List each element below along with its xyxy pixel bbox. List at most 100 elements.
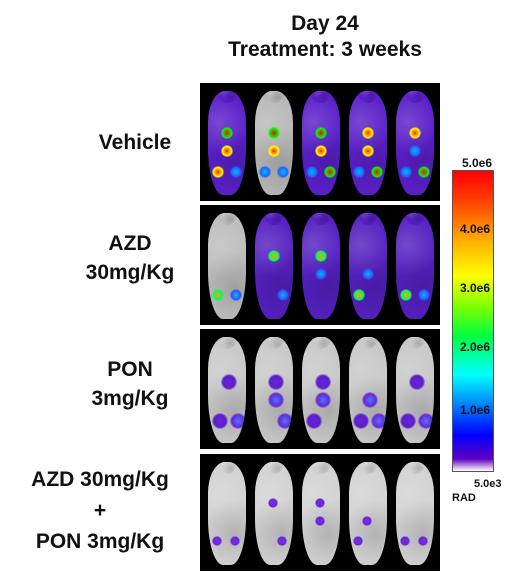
group-label-combo: AZD 30mg/Kg + PON 3mg/Kg: [0, 462, 200, 558]
group-label-line: AZD: [108, 232, 152, 255]
signal-spot: [315, 498, 325, 508]
signal-spot: [409, 145, 421, 157]
signal-spot: [277, 413, 293, 429]
signal-spot: [362, 268, 374, 280]
mouse-image: [208, 91, 246, 195]
signal-spot: [230, 289, 242, 301]
signal-spot: [409, 127, 421, 139]
signal-spot: [221, 127, 233, 139]
signal-spot: [268, 127, 280, 139]
signal-spot: [418, 289, 430, 301]
signal-spot: [306, 166, 318, 178]
colorbar: 5.0e6 4.0e6 3.0e6 2.0e6 1.0e6 5.0e3 RAD: [452, 156, 514, 504]
signal-spot: [371, 413, 387, 429]
image-panel-pon: [200, 329, 440, 449]
signal-spot: [400, 536, 410, 546]
signal-spot: [371, 166, 383, 178]
signal-spot: [324, 166, 336, 178]
signal-spot: [400, 166, 412, 178]
mouse-image: [302, 337, 340, 443]
mouse-image: [396, 91, 434, 195]
signal-spot: [306, 413, 322, 429]
signal-spot: [315, 516, 325, 526]
signal-spot: [418, 166, 430, 178]
signal-spot: [362, 127, 374, 139]
group-label-pon: PON 3mg/Kg: [55, 354, 205, 414]
signal-spot: [221, 374, 237, 390]
signal-spot: [315, 145, 327, 157]
colorbar-gradient: [452, 170, 494, 472]
mouse-image: [302, 91, 340, 195]
colorbar-min-label: 5.0e3: [474, 478, 502, 490]
signal-spot: [268, 498, 278, 508]
mouse-image: [396, 462, 434, 565]
mouse-image: [349, 462, 387, 565]
mouse-image: [208, 213, 246, 319]
mouse-image: [302, 213, 340, 319]
group-label-azd: AZD 30mg/Kg: [55, 228, 205, 288]
colorbar-unit-label: RAD: [452, 492, 476, 504]
signal-spot: [268, 392, 284, 408]
signal-spot: [277, 289, 289, 301]
signal-spot: [362, 392, 378, 408]
signal-spot: [268, 250, 280, 262]
signal-spot: [268, 145, 280, 157]
signal-spot: [277, 536, 287, 546]
group-label-line: 3mg/Kg: [91, 387, 169, 410]
mouse-image: [255, 91, 293, 195]
signal-spot: [353, 536, 363, 546]
signal-spot: [230, 166, 242, 178]
signal-spot: [362, 145, 374, 157]
signal-spot: [418, 536, 428, 546]
colorbar-tick-label: 1.0e6: [460, 403, 491, 417]
group-label-line: +: [93, 498, 107, 522]
signal-spot: [418, 413, 434, 429]
group-label-line: PON 3mg/Kg: [35, 529, 165, 553]
mouse-image: [349, 213, 387, 319]
signal-spot: [212, 536, 222, 546]
signal-spot: [315, 374, 331, 390]
mouse-image: [349, 91, 387, 195]
signal-spot: [221, 145, 233, 157]
signal-spot: [353, 413, 369, 429]
signal-spot: [212, 413, 228, 429]
group-label-line: 30mg/Kg: [85, 261, 175, 284]
group-label-line: PON: [107, 358, 153, 381]
mouse-image: [208, 462, 246, 565]
signal-spot: [212, 289, 224, 301]
signal-spot: [259, 166, 271, 178]
mouse-image: [396, 337, 434, 443]
signal-spot: [315, 392, 331, 408]
colorbar-tick-label: 4.0e6: [460, 222, 491, 236]
signal-spot: [230, 536, 240, 546]
signal-spot: [400, 289, 412, 301]
signal-spot: [400, 413, 416, 429]
mouse-image: [255, 213, 293, 319]
signal-spot: [230, 413, 246, 429]
signal-spot: [268, 374, 284, 390]
colorbar-tick-label: 3.0e6: [460, 281, 491, 295]
signal-spot: [315, 127, 327, 139]
colorbar-tick-label: 2.0e6: [460, 340, 491, 354]
group-label-line: AZD 30mg/Kg: [31, 467, 169, 491]
mouse-image: [255, 337, 293, 443]
image-panel-azd: [200, 205, 440, 325]
signal-spot: [353, 289, 365, 301]
mouse-image: [349, 337, 387, 443]
signal-spot: [353, 166, 365, 178]
mouse-image: [396, 213, 434, 319]
signal-spot: [277, 166, 289, 178]
signal-spot: [362, 516, 372, 526]
image-panel-vehicle: [200, 83, 440, 201]
group-label-vehicle: Vehicle: [60, 122, 210, 162]
mouse-image: [255, 462, 293, 565]
signal-spot: [409, 374, 425, 390]
header-day: Day 24: [291, 12, 359, 35]
colorbar-max-label: 5.0e6: [462, 156, 493, 170]
signal-spot: [212, 166, 224, 178]
signal-spot: [315, 268, 327, 280]
mouse-image: [208, 337, 246, 443]
group-label-line: Vehicle: [98, 130, 172, 154]
header-treatment: Treatment: 3 weeks: [228, 38, 422, 61]
signal-spot: [315, 250, 327, 262]
